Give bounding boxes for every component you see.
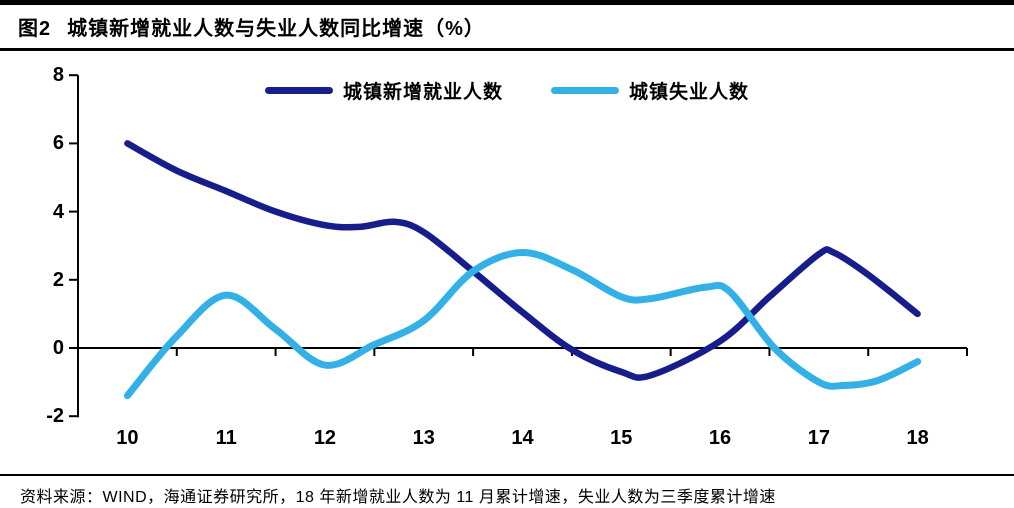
series-line-1 xyxy=(123,248,922,400)
y-axis-tick-label: 6 xyxy=(52,132,64,155)
legend-item-new-employment: 城镇新增就业人数 xyxy=(264,77,503,104)
x-axis-tick-label: 13 xyxy=(412,427,435,449)
legend-line-swatch-dark-blue-icon xyxy=(264,87,333,94)
series-line-0 xyxy=(124,140,921,381)
x-axis-tick-label: 14 xyxy=(511,427,534,449)
legend-label-new-employment: 城镇新增就业人数 xyxy=(342,82,503,103)
legend-line-swatch-light-blue-icon xyxy=(551,87,619,94)
figure-header: 图2 城镇新增就业人数与失业人数同比增速（%） xyxy=(0,5,1014,48)
legend-label-unemployment: 城镇失业人数 xyxy=(629,82,750,103)
y-axis-tick-label: -2 xyxy=(46,405,64,428)
source-note: 资料来源：WIND，海通证券研究所，18 年新增就业人数为 11 月累计增速，失… xyxy=(20,489,776,506)
y-axis-tick-label: 8 xyxy=(52,64,64,87)
x-axis-tick-label: 17 xyxy=(807,427,830,449)
y-axis-tick-label: 2 xyxy=(52,268,64,291)
page-title: 城镇新增就业人数与失业人数同比增速（%） xyxy=(67,18,485,40)
source-divider xyxy=(0,474,1014,476)
title-underline xyxy=(0,48,1014,51)
x-axis-tick-label: 11 xyxy=(215,427,237,449)
x-axis-tick-label: 16 xyxy=(708,427,732,449)
y-axis-tick-label: 4 xyxy=(52,200,64,223)
figure-number: 图2 xyxy=(18,18,52,40)
top-rule xyxy=(0,0,1014,5)
x-axis-tick-label: 12 xyxy=(313,427,337,449)
chart-area: 城镇新增就业人数 城镇失业人数 8 6 4 2 0 -2 10 11 12 13 14 15 16 17 1… xyxy=(0,51,1014,474)
x-axis-tick-label: 10 xyxy=(116,427,139,449)
x-axis-tick-label: 18 xyxy=(906,427,929,449)
chart-legend: 城镇新增就业人数 城镇失业人数 xyxy=(0,77,1014,104)
y-axis-tick-label: 0 xyxy=(52,337,64,359)
line-chart xyxy=(69,74,968,418)
legend-item-unemployment: 城镇失业人数 xyxy=(551,77,749,104)
x-axis-tick-label: 15 xyxy=(610,427,633,449)
